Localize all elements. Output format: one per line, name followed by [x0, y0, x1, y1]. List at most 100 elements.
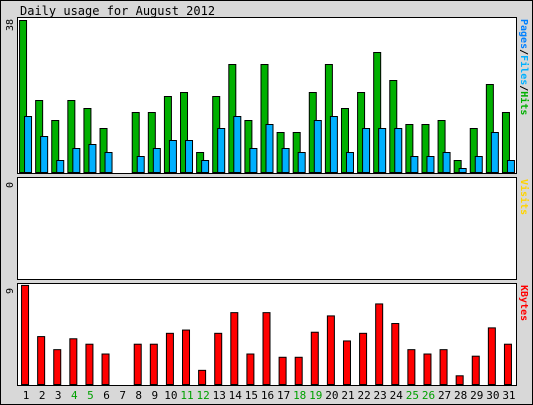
panel-max-label: 0	[5, 182, 16, 188]
x-tick-label: 13	[213, 389, 226, 402]
x-tick-label: 15	[245, 389, 258, 402]
bar-kbytes-day-23	[375, 303, 384, 385]
bar-hits-day-29	[469, 128, 478, 173]
bar-kbytes-day-25	[407, 349, 416, 385]
bar-files-day-24	[394, 128, 403, 173]
x-tick-label: 9	[152, 389, 159, 402]
bar-kbytes-day-30	[487, 327, 496, 385]
side-label-part: /	[518, 49, 529, 55]
bar-hits-day-21	[340, 108, 349, 173]
bar-kbytes-day-28	[455, 375, 464, 385]
chart-title: Daily usage for August 2012	[20, 4, 215, 18]
bar-kbytes-day-11	[182, 329, 191, 385]
bar-kbytes-day-8	[133, 343, 142, 386]
bar-kbytes-day-6	[101, 353, 110, 385]
bar-kbytes-day-9	[149, 343, 158, 386]
panel-max-label: 38	[5, 19, 16, 31]
bar-hits-day-23	[373, 52, 382, 173]
x-tick-label: 14	[229, 389, 243, 402]
x-tick-label: 27	[438, 389, 451, 402]
bar-hits-day-24	[389, 80, 398, 173]
side-label-part: Files	[518, 55, 530, 85]
bar-hits-day-11	[180, 92, 189, 173]
bar-files-day-14	[233, 116, 242, 173]
bar-hits-day-8	[131, 112, 140, 173]
x-tick-label: 4	[71, 389, 78, 402]
x-tick-label: 25	[406, 389, 419, 402]
bar-hits-day-6	[99, 128, 108, 173]
x-tick-label: 31	[502, 389, 515, 402]
bar-files-day-15	[249, 148, 258, 173]
bar-kbytes-day-14	[230, 312, 239, 385]
x-tick-label: 6	[103, 389, 110, 402]
bar-files-day-21	[345, 152, 354, 173]
bar-kbytes-day-13	[214, 332, 223, 386]
bar-files-day-11	[185, 140, 194, 173]
bar-hits-day-28	[453, 160, 462, 173]
bar-files-day-5	[88, 144, 97, 173]
bar-kbytes-day-10	[165, 332, 174, 386]
bar-files-day-4	[72, 148, 81, 173]
x-tick-label: 24	[390, 389, 404, 402]
bar-files-day-1	[24, 116, 33, 173]
bar-files-day-28	[458, 168, 467, 173]
x-tick-label: 20	[325, 389, 338, 402]
bar-files-day-9	[152, 148, 161, 173]
bar-hits-day-10	[163, 96, 172, 173]
bar-files-day-12	[201, 160, 210, 173]
bar-kbytes-day-26	[423, 353, 432, 385]
x-tick-label: 28	[454, 389, 467, 402]
bar-hits-day-27	[437, 120, 446, 173]
panel-side-label: Pages/Files/Hits	[518, 19, 530, 115]
x-tick-label: 10	[164, 389, 177, 402]
x-tick-label: 12	[196, 389, 209, 402]
bar-files-day-17	[281, 148, 290, 173]
x-tick-label: 2	[39, 389, 46, 402]
bar-files-day-19	[313, 120, 322, 173]
side-label-part: Visits	[518, 179, 530, 215]
bar-files-day-29	[474, 156, 483, 173]
panel-visits	[17, 177, 517, 280]
x-tick-label: 21	[341, 389, 354, 402]
bar-hits-day-25	[405, 124, 414, 173]
x-tick-label: 11	[180, 389, 193, 402]
bar-files-day-18	[297, 152, 306, 173]
bar-files-day-27	[442, 152, 451, 173]
x-tick-label: 30	[486, 389, 499, 402]
bar-files-day-25	[410, 156, 419, 173]
bar-hits-day-16	[260, 64, 269, 173]
bar-hits-day-5	[83, 108, 92, 173]
bar-files-day-20	[329, 116, 338, 173]
bar-files-day-6	[104, 152, 113, 173]
bar-files-day-8	[136, 156, 145, 173]
bar-files-day-22	[362, 128, 371, 173]
bar-kbytes-day-17	[278, 356, 287, 385]
bar-kbytes-day-20	[326, 315, 335, 385]
x-tick-label: 29	[470, 389, 483, 402]
bar-kbytes-day-3	[53, 349, 62, 385]
bar-files-day-13	[217, 128, 226, 173]
x-tick-label: 22	[357, 389, 370, 402]
side-label-part: Hits	[518, 91, 530, 115]
bar-files-day-23	[378, 128, 387, 173]
side-label-part: KBytes	[518, 285, 529, 321]
bar-kbytes-day-27	[439, 349, 448, 385]
bar-kbytes-day-15	[246, 353, 255, 385]
bar-kbytes-day-24	[391, 323, 400, 385]
bar-kbytes-day-1	[21, 284, 30, 385]
bar-kbytes-day-29	[471, 355, 480, 386]
bar-hits-day-3	[51, 120, 60, 173]
bar-kbytes-day-4	[69, 338, 78, 385]
bar-hits-day-4	[67, 100, 76, 173]
bar-kbytes-day-19	[310, 331, 319, 386]
bar-kbytes-day-22	[359, 332, 368, 386]
x-tick-label: 8	[135, 389, 142, 402]
side-label-part: Pages	[518, 19, 529, 49]
panel-side-label: KBytes	[518, 285, 529, 321]
bar-kbytes-day-2	[37, 336, 46, 386]
x-tick-label: 23	[374, 389, 387, 402]
bar-files-day-26	[426, 156, 435, 173]
bar-kbytes-day-16	[262, 312, 271, 385]
